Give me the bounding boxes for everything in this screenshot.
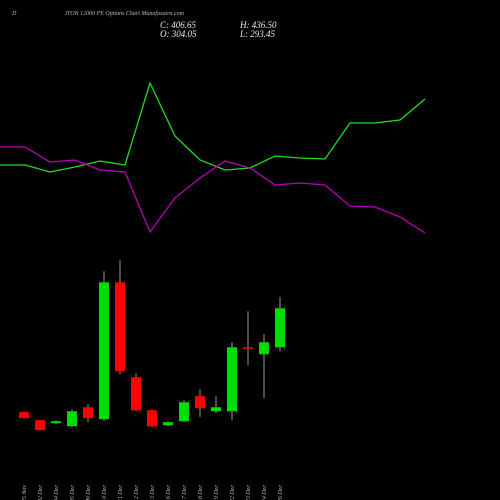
x-tick-label: 18 Dec [198,485,204,500]
candle-body [243,347,253,349]
candle-body [99,282,109,420]
line [0,146,426,234]
x-tick-label: 26 Dec [278,485,284,500]
low-label: L: 293.45 [239,29,276,39]
x-tick-label: 25 Nov [22,485,28,500]
chart-title: ITON 12000 PE Options Chart Munafasutra.… [64,10,185,17]
x-tick-label: 19 Dec [214,485,220,500]
candle-body [179,402,189,422]
x-tick-label: 24 Dec [261,485,268,500]
x-tick-label: 09 Dec [86,485,92,500]
x-tick-label: 05 Dec [70,485,76,500]
x-tick-label: 12 Dec [134,485,140,500]
candle-body [259,342,269,355]
candle-body [35,420,45,431]
x-tick-label: 11 Dec [118,485,124,500]
candle-body [163,422,173,426]
x-tick-label: 04 Dec [53,485,60,500]
x-tick-label: 13 Dec [150,485,156,500]
candle-body [147,410,157,427]
candle-body [131,377,141,411]
chart-prefix: D [11,11,17,17]
close-label: C: 406.65 [160,20,197,30]
candle-body [51,421,61,424]
x-tick-label: 22 Dec [230,485,236,500]
x-tick-label: 16 Dec [166,485,172,500]
high-label: H: 436.50 [239,20,277,30]
candle-body [83,407,93,419]
candle-body [19,412,29,419]
candle-body [115,282,125,372]
candle-body [227,347,237,412]
line [0,81,426,173]
x-tick-label: 02 Dec [38,485,44,500]
candle-body [211,407,221,412]
x-tick-label: 17 Dec [182,485,188,500]
candle-body [275,308,285,348]
x-tick-label: 10 Dec [102,485,108,500]
candle-body [67,411,77,427]
x-tick-label: 23 Dec [246,485,252,500]
candle-body [195,396,205,409]
open-label: O: 304.05 [160,29,197,39]
